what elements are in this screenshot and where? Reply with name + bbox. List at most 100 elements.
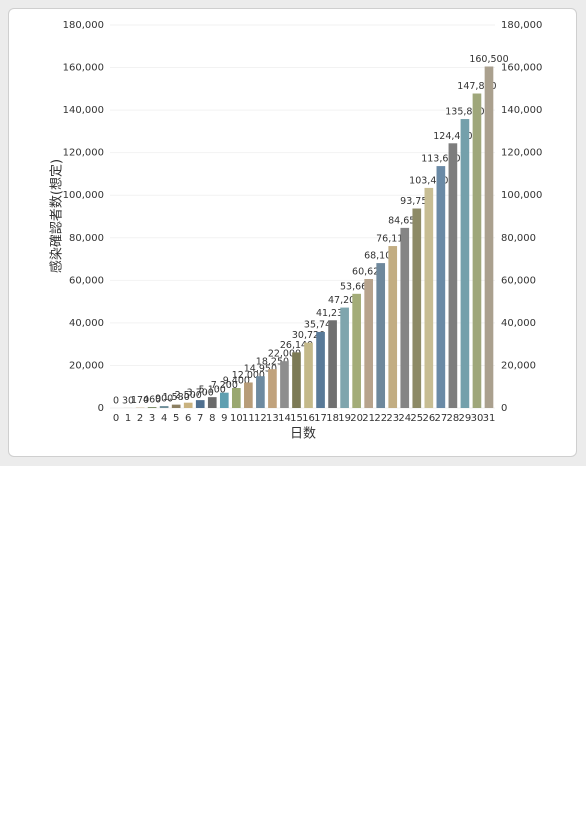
value-label: 170: [131, 395, 149, 406]
y-tick-label: 80,000: [69, 233, 104, 244]
bar: [436, 166, 446, 408]
x-tick-label: 27: [434, 413, 447, 424]
value-label: 900: [155, 394, 173, 405]
bar: [231, 387, 241, 408]
x-tick-label: 13: [266, 413, 279, 424]
x-tick-label: 6: [185, 413, 191, 424]
x-tick-label: 30: [471, 413, 484, 424]
x-axis-title: 日数: [290, 427, 316, 442]
x-tick-label: 17: [314, 413, 327, 424]
y2-tick-label: 20,000: [501, 360, 536, 371]
bar: [244, 382, 253, 408]
bar: [159, 406, 169, 408]
y2-tick-label: 80,000: [501, 233, 536, 244]
x-tick-label: 9: [221, 413, 227, 424]
x-tick-label: 10: [230, 413, 243, 424]
x-tick-label: 0: [113, 413, 119, 424]
bar: [352, 293, 361, 408]
x-tick-label: 22: [374, 413, 387, 424]
y-tick-label: 0: [98, 403, 104, 414]
value-label: 84,650: [388, 215, 421, 226]
value-label: 30: [122, 395, 134, 406]
bar: [304, 342, 313, 408]
y-tick-label: 40,000: [69, 318, 104, 329]
x-tick-label: 24: [398, 413, 411, 424]
y-tick-label: 60,000: [69, 275, 104, 286]
value-label: 9,400: [223, 375, 250, 386]
x-tick-label: 29: [459, 413, 472, 424]
x-tick-label: 16: [302, 413, 315, 424]
x-tick-label: 4: [161, 413, 167, 424]
value-label: 22,000: [268, 349, 301, 360]
value-label: 93,750: [400, 196, 433, 207]
value-label: 7,200: [211, 380, 238, 391]
bar: [256, 376, 265, 408]
bar: [412, 208, 422, 408]
bar: [316, 331, 325, 408]
value-label: 2,500: [175, 390, 202, 401]
bar: [195, 400, 205, 408]
bar: [171, 404, 181, 408]
x-tick-label: 15: [290, 413, 303, 424]
y2-tick-label: 160,000: [501, 63, 542, 74]
value-label: 460: [143, 395, 161, 406]
x-tick-label: 3: [149, 413, 155, 424]
y-tick-label: 100,000: [63, 190, 104, 201]
bar: [280, 361, 289, 408]
x-tick-label: 7: [197, 413, 203, 424]
x-tick-label: 19: [338, 413, 351, 424]
bar: [268, 369, 277, 408]
bar: [328, 320, 337, 408]
y2-tick-label: 40,000: [501, 318, 536, 329]
x-tick-label: 20: [350, 413, 363, 424]
bar: [388, 246, 398, 408]
value-label: 76,110: [376, 234, 409, 245]
value-label: 12,000: [232, 370, 265, 381]
value-label: 30,720: [292, 330, 325, 341]
y-tick-label: 180,000: [63, 20, 104, 31]
value-label: 1,580: [163, 392, 190, 403]
value-label: 3,700: [187, 388, 214, 399]
bar: [207, 397, 217, 408]
value-label: 5,100: [199, 385, 226, 396]
value-label: 35,740: [304, 319, 337, 330]
x-tick-label: 21: [362, 413, 375, 424]
y2-tick-label: 140,000: [501, 105, 542, 116]
value-label: 0: [113, 396, 119, 407]
value-label: 18,250: [256, 357, 289, 368]
x-tick-label: 31: [483, 413, 496, 424]
bar: [292, 352, 301, 408]
y2-tick-label: 120,000: [501, 148, 542, 159]
bar: [219, 392, 229, 408]
value-label: 60,620: [352, 267, 385, 278]
bar: [484, 66, 494, 408]
x-tick-label: 18: [326, 413, 339, 424]
bar: [364, 279, 374, 408]
x-tick-label: 28: [447, 413, 460, 424]
value-label: 53,660: [340, 281, 373, 292]
value-label: 103,430: [409, 175, 448, 186]
y-tick-label: 120,000: [63, 148, 104, 159]
y2-tick-label: 60,000: [501, 275, 536, 286]
value-label: 135,800: [445, 107, 484, 118]
value-label: 124,400: [433, 131, 472, 142]
x-tick-label: 8: [209, 413, 215, 424]
x-tick-label: 1: [125, 413, 131, 424]
value-label: 47,200: [328, 295, 361, 306]
y-tick-label: 20,000: [69, 360, 104, 371]
x-tick-label: 12: [254, 413, 267, 424]
y-tick-label: 140,000: [63, 105, 104, 116]
bar: [424, 187, 434, 408]
x-tick-label: 11: [242, 413, 255, 424]
bar: [340, 307, 349, 408]
value-label: 68,100: [364, 251, 397, 262]
bar: [400, 227, 410, 408]
bar: [183, 402, 193, 408]
x-tick-label: 2: [137, 413, 143, 424]
value-label: 26,140: [280, 340, 313, 351]
bar: [448, 143, 458, 408]
x-tick-label: 26: [422, 413, 435, 424]
value-label: 160,500: [469, 54, 508, 65]
bar: [376, 263, 386, 408]
